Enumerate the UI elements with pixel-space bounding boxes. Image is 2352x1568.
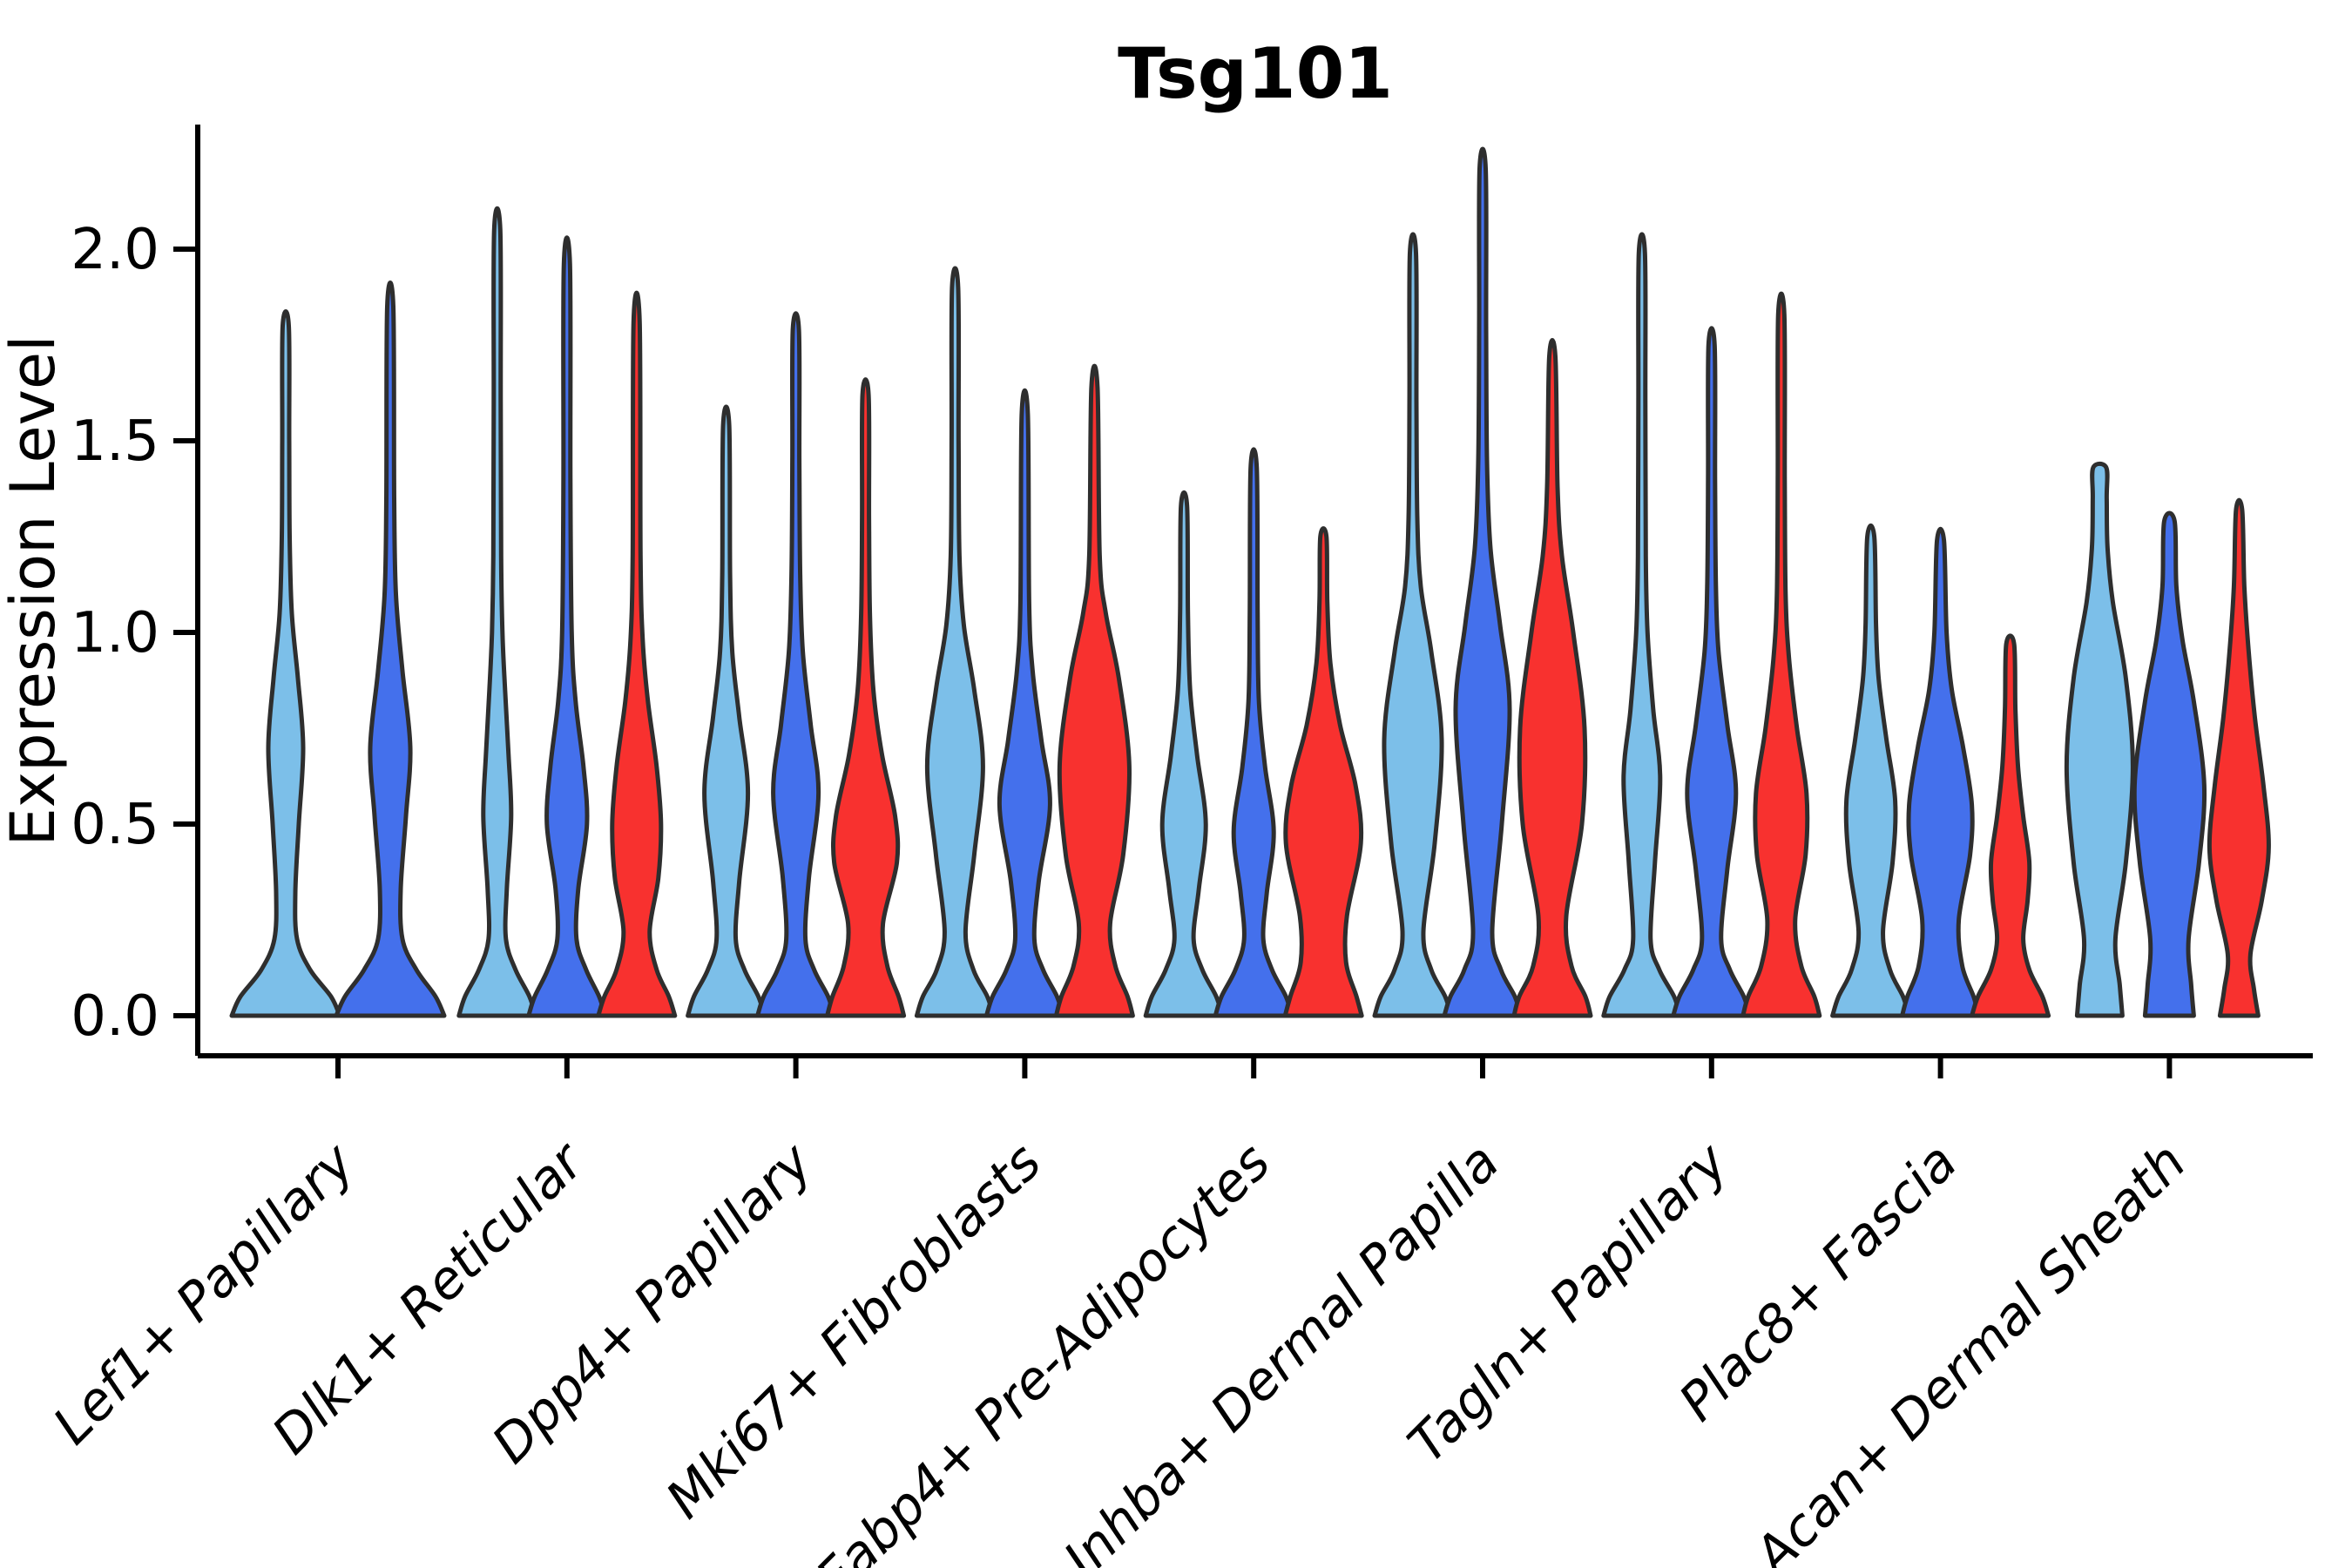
violin-plac8-series-a [1830,523,1912,1018]
violin-tagln-series-b [1671,326,1753,1018]
y-axis-ticks: 0.0 0.5 1.0 1.5 2.0 [71,218,198,1049]
violin-acan-series-b [2132,510,2207,1018]
violin-inhba-series-c [1511,338,1593,1018]
y-tick-label: 1.5 [71,409,159,474]
violin-dpp4-series-b [755,311,837,1018]
y-tick-label: 2.0 [71,218,159,282]
violin-mki67-series-a [914,266,996,1018]
y-tick-label: 0.5 [71,793,159,857]
violin-acan-series-c [2207,497,2271,1018]
violin-fabp4-series-b [1213,447,1294,1018]
x-category-label: Inhba+ Dermal Papilla [1052,1132,1511,1568]
violin-plac8-series-b [1900,526,1982,1018]
chart-title: Tsg101 [1118,33,1393,114]
violin-dlk1-series-c [596,290,678,1018]
y-axis-label: Expression Level [0,335,69,846]
violin-inhba-series-a [1372,232,1454,1018]
violin-fabp4-series-c [1282,526,1364,1018]
violin-dlk1-series-b [526,235,608,1018]
violin-acan-series-a [2064,461,2135,1018]
y-tick-label: 0.0 [71,984,159,1049]
violin-mki67-series-b [983,389,1065,1018]
violin-inhba-series-b [1442,146,1524,1018]
x-category-label: Acan+ Dermal Sheath [1740,1132,2198,1568]
y-tick-label: 1.0 [71,601,159,666]
violin-lef1-series-a [229,309,342,1018]
violin-mki67-series-c [1053,363,1135,1018]
violin-fabp4-series-a [1143,490,1225,1018]
x-category-label: Mki67+ Fibroblasts [654,1132,1053,1531]
violin-lef1-series-b [334,280,447,1018]
violin-tagln-series-c [1740,291,1822,1018]
violin-dpp4-series-a [686,404,767,1018]
violins-layer [229,146,2271,1018]
x-axis-ticks [335,1056,2173,1078]
violin-plac8-series-c [1970,633,2051,1018]
violin-dpp4-series-c [825,377,907,1018]
violin-tagln-series-a [1601,232,1683,1018]
violin-dlk1-series-a [456,206,538,1018]
